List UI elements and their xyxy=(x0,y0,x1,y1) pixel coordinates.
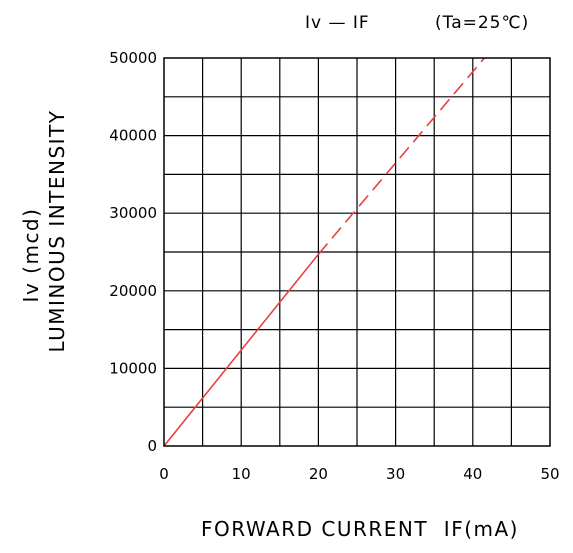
chart-title-main: Iv — IF xyxy=(305,13,370,33)
y-tick-label: 0 xyxy=(147,437,157,455)
y-tick-label: 30000 xyxy=(109,204,157,222)
x-tick-label: 30 xyxy=(386,465,405,483)
y-tick-labels: 0 10000 20000 30000 40000 50000 xyxy=(109,49,157,455)
chart-title: Iv — IF (Ta=25℃) xyxy=(305,13,529,33)
chart-title-condition: (Ta=25℃) xyxy=(435,13,529,33)
x-tick-label: 50 xyxy=(540,465,559,483)
y-tick-label: 40000 xyxy=(109,127,157,145)
plot-frame xyxy=(163,57,551,447)
x-tick-labels: 0 10 20 30 40 50 xyxy=(159,465,559,483)
y-axis-label-line2: LUMINOUS INTENSITY xyxy=(45,109,69,352)
x-tick-label: 0 xyxy=(159,465,169,483)
y-axis-label: Iv (mcd) LUMINOUS INTENSITY xyxy=(19,109,69,352)
x-tick-label: 40 xyxy=(463,465,482,483)
x-axis-label: FORWARD CURRENT IF(mA) xyxy=(201,517,519,541)
y-tick-label: 10000 xyxy=(109,359,157,377)
series-line-dashed xyxy=(317,57,486,255)
y-axis-label-line1: Iv (mcd) xyxy=(19,208,43,303)
x-tick-label: 10 xyxy=(232,465,251,483)
y-tick-label: 20000 xyxy=(109,282,157,300)
grid xyxy=(164,58,550,446)
series-line-solid xyxy=(163,253,320,447)
series-group xyxy=(163,57,486,447)
x-tick-label: 20 xyxy=(309,465,328,483)
y-tick-label: 50000 xyxy=(109,49,157,67)
